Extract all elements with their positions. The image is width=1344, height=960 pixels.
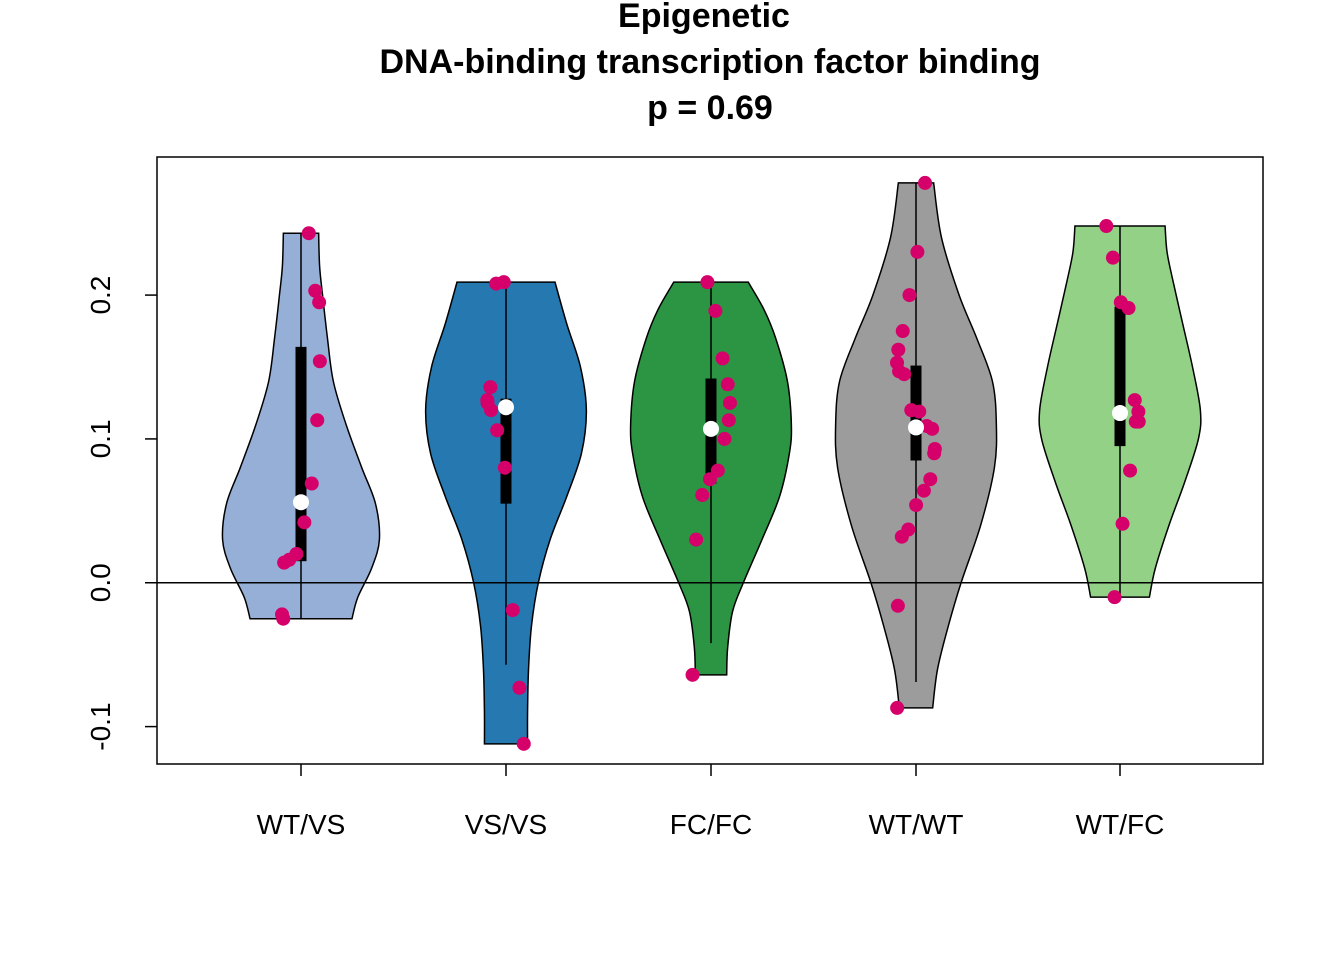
data-point xyxy=(894,529,909,544)
data-point xyxy=(923,472,938,487)
data-point xyxy=(689,532,704,547)
chart-title-line-2: DNA-binding transcription factor binding xyxy=(379,43,1040,81)
median-marker xyxy=(293,494,309,511)
data-point xyxy=(722,395,737,410)
data-point xyxy=(708,303,723,318)
data-point xyxy=(1123,463,1138,478)
data-point xyxy=(1115,516,1130,531)
data-point xyxy=(910,244,925,259)
chart-title-line-1: Epigenetic xyxy=(618,0,790,35)
median-marker xyxy=(498,399,514,416)
data-point xyxy=(497,460,512,475)
data-point xyxy=(890,700,905,715)
data-point xyxy=(925,421,940,436)
y-tick-label: 0.1 xyxy=(85,419,116,458)
data-point xyxy=(897,367,912,382)
data-point xyxy=(312,354,327,369)
data-point xyxy=(516,736,531,751)
data-point xyxy=(277,555,292,570)
data-point xyxy=(490,423,505,438)
data-point xyxy=(484,403,499,418)
data-point xyxy=(505,603,520,618)
data-point xyxy=(489,276,504,291)
x-tick-label: WT/FC xyxy=(1076,809,1165,840)
data-point xyxy=(297,515,312,530)
violin-iqr-box xyxy=(1114,306,1126,447)
data-point xyxy=(909,498,924,513)
data-point xyxy=(721,413,736,428)
data-point xyxy=(720,377,735,392)
data-point xyxy=(715,351,730,366)
data-point xyxy=(702,472,717,487)
data-point xyxy=(1128,414,1143,429)
violin-iqr-box xyxy=(295,346,307,562)
data-point xyxy=(685,667,700,682)
x-tick-label: WT/VS xyxy=(257,809,346,840)
violin-iqr-box xyxy=(500,398,512,504)
data-point xyxy=(483,380,498,395)
data-point xyxy=(1099,219,1114,234)
y-tick-label: 0.2 xyxy=(85,276,116,315)
data-point xyxy=(312,295,327,310)
median-marker xyxy=(908,419,924,436)
y-tick-label: 0.0 xyxy=(85,563,116,602)
data-point xyxy=(276,611,291,626)
median-marker xyxy=(1112,405,1128,422)
data-point xyxy=(918,175,933,190)
plot-frame xyxy=(156,156,1264,765)
data-point xyxy=(1105,250,1120,265)
data-point xyxy=(912,404,927,419)
data-point xyxy=(301,226,316,241)
data-point xyxy=(916,483,931,498)
x-tick-label: VS/VS xyxy=(465,809,547,840)
data-point xyxy=(1107,590,1122,605)
data-point xyxy=(304,476,319,491)
data-point xyxy=(695,488,710,503)
data-point xyxy=(512,680,527,695)
median-marker xyxy=(703,420,719,437)
data-point xyxy=(890,598,905,613)
data-point xyxy=(902,288,917,303)
data-point xyxy=(700,275,715,290)
plot-area: -0.1 0.0 0.1 0.2 WT/VS VS/VS FC/FC WT/WT WT/FC xyxy=(85,156,1264,840)
y-tick-label: -0.1 xyxy=(85,702,116,750)
data-point xyxy=(310,413,325,428)
data-point xyxy=(1127,393,1142,408)
data-point xyxy=(927,446,942,461)
data-point xyxy=(1121,301,1136,316)
x-tick-label: FC/FC xyxy=(670,809,752,840)
x-tick-label: WT/WT xyxy=(869,809,964,840)
chart-title-line-3: p = 0.69 xyxy=(647,89,773,127)
data-point xyxy=(895,324,910,339)
data-point xyxy=(717,431,732,446)
data-point xyxy=(891,342,906,357)
data-point xyxy=(308,283,323,298)
